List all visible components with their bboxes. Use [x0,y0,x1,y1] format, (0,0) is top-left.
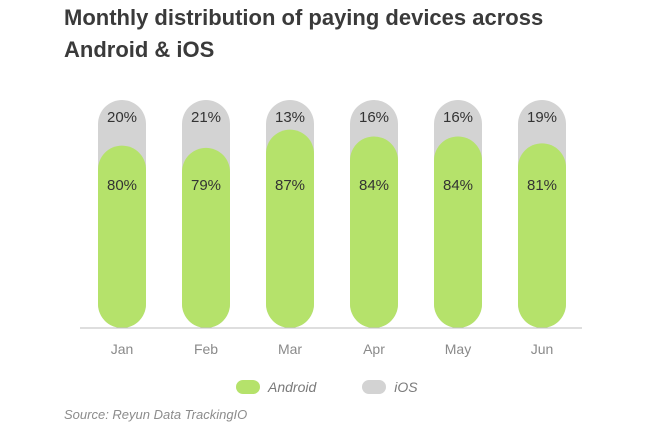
data-label-ios-apr: 16% [359,109,389,126]
bar-group-mar [266,100,314,328]
bar-group-feb [182,100,230,328]
legend-swatch-android [236,380,260,394]
labels-layer: 20% 80% Jan 21% 79% Feb 13% 87% Mar 16% 84% Apr 16% 8… [107,109,557,357]
bar-android-jun [518,143,566,328]
bar-group-may [434,100,482,328]
data-label-android-jan: 80% [107,177,137,194]
bar-android-mar [266,129,314,328]
data-label-android-mar: 87% [275,177,305,194]
x-tick-label-jan: Jan [111,341,134,357]
data-label-android-apr: 84% [359,177,389,194]
legend-swatch-ios [362,380,387,394]
bar-android-feb [182,147,230,328]
data-label-ios-may: 16% [443,109,473,126]
data-label-android-feb: 79% [191,177,221,194]
bar-group-apr [350,100,398,328]
bar-android-apr [350,136,398,328]
stacked-bar-chart: 20% 80% Jan 21% 79% Feb 13% 87% Mar 16% 84% Apr 16% 8… [80,100,582,357]
legend-item-ios: iOS [362,379,418,395]
legend-item-android: Android [236,379,316,395]
chart-title: Monthly distribution of paying devices a… [64,5,544,62]
data-label-ios-jan: 20% [107,109,137,126]
x-tick-label-jun: Jun [531,341,554,357]
data-label-ios-jun: 19% [527,109,557,126]
data-label-android-jun: 81% [527,177,557,194]
legend-label-ios: iOS [394,379,418,395]
bar-android-may [434,136,482,328]
data-label-ios-feb: 21% [191,109,221,126]
legend: Android iOS [236,377,418,397]
legend-label-android: Android [268,379,317,395]
source-note: Source: Reyun Data TrackingIO [64,407,248,422]
data-label-android-may: 84% [443,177,473,194]
bar-group-jun [518,100,566,328]
x-tick-label-may: May [445,341,471,357]
bar-android-jan [98,145,146,328]
bar-group-jan [98,100,146,328]
data-label-ios-mar: 13% [275,109,305,126]
x-tick-label-mar: Mar [278,341,302,357]
x-tick-label-apr: Apr [363,341,385,357]
bars-layer [98,100,566,328]
x-tick-label-feb: Feb [194,341,218,357]
